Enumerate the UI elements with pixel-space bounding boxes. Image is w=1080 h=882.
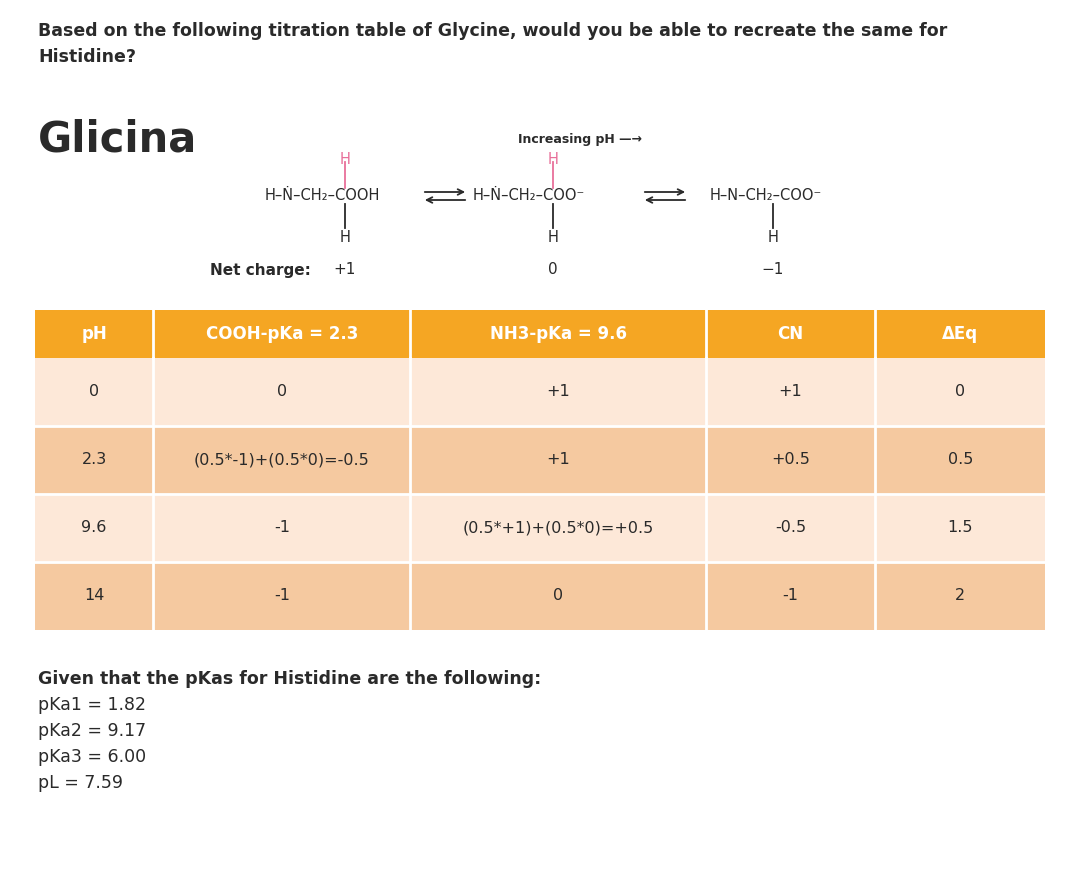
Text: -0.5: -0.5	[775, 520, 806, 535]
Text: COOH-pKa = 2.3: COOH-pKa = 2.3	[205, 325, 357, 343]
Text: Net charge:: Net charge:	[210, 263, 311, 278]
Bar	[153, 358, 410, 426]
Bar	[876, 494, 1045, 562]
Text: 0: 0	[955, 385, 966, 400]
Text: Given that the pKas for Histidine are the following:: Given that the pKas for Histidine are th…	[38, 670, 541, 688]
Bar	[876, 358, 1045, 426]
Text: Based on the following titration table of Glycine, would you be able to recreate: Based on the following titration table o…	[38, 22, 947, 65]
Bar	[706, 310, 876, 358]
Text: ΔEq: ΔEq	[942, 325, 978, 343]
Text: (0.5*+1)+(0.5*0)=+0.5: (0.5*+1)+(0.5*0)=+0.5	[462, 520, 653, 535]
Text: H: H	[548, 230, 558, 245]
Text: -1: -1	[273, 520, 289, 535]
Text: pL = 7.59: pL = 7.59	[38, 774, 123, 792]
Text: (0.5*-1)+(0.5*0)=-0.5: (0.5*-1)+(0.5*0)=-0.5	[194, 452, 369, 467]
Text: 0: 0	[89, 385, 99, 400]
Bar	[35, 358, 153, 426]
Bar	[876, 426, 1045, 494]
Bar	[153, 494, 410, 562]
Bar	[706, 562, 876, 630]
Text: 9.6: 9.6	[81, 520, 107, 535]
Bar	[706, 426, 876, 494]
Text: +0.5: +0.5	[771, 452, 810, 467]
Text: pKa2 = 9.17: pKa2 = 9.17	[38, 722, 146, 740]
Bar	[35, 426, 153, 494]
Text: Glicina: Glicina	[38, 118, 198, 160]
Bar	[153, 426, 410, 494]
Bar	[706, 358, 876, 426]
Bar	[410, 494, 706, 562]
Text: H–Ṅ–CH₂–COO⁻: H–Ṅ–CH₂–COO⁻	[473, 189, 585, 204]
Text: -1: -1	[783, 588, 798, 603]
Bar	[410, 426, 706, 494]
Bar	[410, 358, 706, 426]
Text: pKa1 = 1.82: pKa1 = 1.82	[38, 696, 146, 714]
Bar	[153, 310, 410, 358]
Text: +1: +1	[334, 263, 356, 278]
Text: H: H	[339, 152, 350, 167]
Text: −1: −1	[761, 263, 784, 278]
Text: 0: 0	[553, 588, 563, 603]
Bar	[410, 310, 706, 358]
Text: Increasing pH —→: Increasing pH —→	[518, 133, 642, 146]
Bar	[35, 310, 153, 358]
Text: 0.5: 0.5	[947, 452, 973, 467]
Text: 0: 0	[276, 385, 287, 400]
Text: 0: 0	[549, 263, 557, 278]
Text: 14: 14	[84, 588, 105, 603]
Text: H–Ṅ–CH₂–COOH: H–Ṅ–CH₂–COOH	[265, 189, 380, 204]
Text: 1.5: 1.5	[947, 520, 973, 535]
Text: NH3-pKa = 9.6: NH3-pKa = 9.6	[489, 325, 626, 343]
Text: H: H	[768, 230, 779, 245]
Text: +1: +1	[546, 452, 570, 467]
Bar	[153, 562, 410, 630]
Bar	[410, 562, 706, 630]
Text: H: H	[339, 230, 350, 245]
Text: pH: pH	[81, 325, 107, 343]
Bar	[876, 310, 1045, 358]
Text: 2.3: 2.3	[81, 452, 107, 467]
Text: +1: +1	[546, 385, 570, 400]
Bar	[876, 562, 1045, 630]
Text: +1: +1	[779, 385, 802, 400]
Text: 2: 2	[955, 588, 966, 603]
Text: pKa3 = 6.00: pKa3 = 6.00	[38, 748, 146, 766]
Bar	[35, 494, 153, 562]
Text: H: H	[548, 152, 558, 167]
Text: H–N–CH₂–COO⁻: H–N–CH₂–COO⁻	[710, 189, 822, 204]
Text: -1: -1	[273, 588, 289, 603]
Bar	[706, 494, 876, 562]
Text: CN: CN	[778, 325, 804, 343]
Bar	[35, 562, 153, 630]
